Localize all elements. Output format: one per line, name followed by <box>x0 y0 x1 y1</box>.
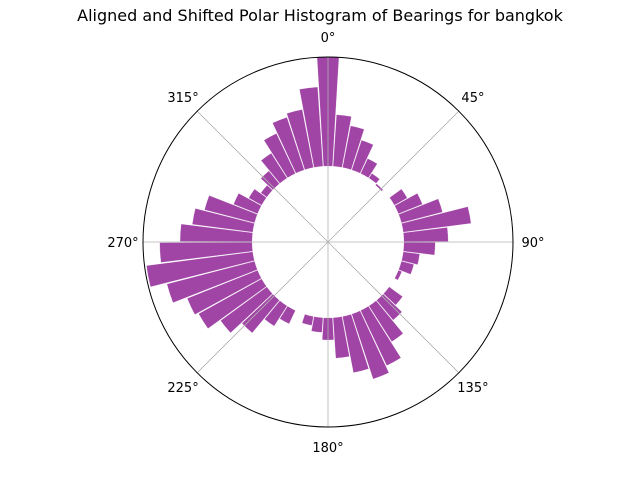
histogram-bar <box>398 198 443 224</box>
histogram-bar <box>272 117 305 174</box>
histogram-bar <box>351 310 390 380</box>
theta-tick-label: 315° <box>167 91 198 106</box>
histogram-bar <box>260 185 273 198</box>
grid-group <box>143 57 513 427</box>
histogram-bar <box>342 125 365 170</box>
histogram-bar <box>241 293 280 334</box>
histogram-bar <box>179 223 253 242</box>
histogram-bar <box>375 183 384 192</box>
histogram-bar <box>295 310 305 315</box>
grid-spoke-45 <box>327 110 460 243</box>
theta-tick-label: 135° <box>457 381 488 396</box>
theta-tick-label: 0° <box>321 31 336 46</box>
theta-tick-label: 90° <box>521 236 544 251</box>
grid-spoke-135 <box>327 241 460 374</box>
histogram-bar <box>389 278 395 287</box>
histogram-bar <box>403 242 436 256</box>
theta-tick-label: 180° <box>312 441 343 456</box>
histogram-bar <box>398 260 415 275</box>
histogram-bar <box>186 269 262 315</box>
histogram-bar <box>394 193 423 215</box>
histogram-bar <box>159 242 253 263</box>
polar-outer-boundary <box>142 56 514 428</box>
histogram-bar <box>401 206 472 233</box>
histogram-bar <box>260 170 280 191</box>
histogram-bar <box>204 195 258 224</box>
histogram-bar <box>260 152 288 184</box>
grid-spoke-225 <box>196 241 329 374</box>
histogram-bar <box>376 293 403 321</box>
histogram-bar <box>166 260 258 303</box>
histogram-bar <box>342 314 369 373</box>
histogram-bar <box>192 208 255 233</box>
histogram-bar <box>220 286 273 334</box>
grid-spoke-315 <box>196 110 329 243</box>
histogram-bar <box>383 286 403 306</box>
histogram-bar <box>279 305 296 325</box>
histogram-bar <box>360 158 378 179</box>
histogram-bar <box>146 251 255 288</box>
histogram-bar <box>360 305 402 366</box>
histogram-bar <box>332 114 352 168</box>
theta-tick-label: 45° <box>461 91 484 106</box>
histogram-bar <box>311 316 324 333</box>
histogram-bar <box>394 269 403 281</box>
histogram-bar <box>401 251 420 265</box>
histogram-bar <box>389 188 408 206</box>
theta-tick-label: 225° <box>167 381 198 396</box>
histogram-bar <box>368 300 404 342</box>
theta-tick-label: 270° <box>107 236 138 251</box>
histogram-bar <box>264 300 288 327</box>
histogram-bar <box>368 173 380 184</box>
histogram-bar <box>233 193 262 215</box>
histogram-bar <box>351 139 374 174</box>
histogram-bar <box>198 278 267 329</box>
chart-title: Aligned and Shifted Polar Histogram of B… <box>77 6 563 25</box>
histogram-bar <box>301 314 314 326</box>
theta-tick-labels: 0° 45° 90° 135° 180° 225° 270° 315° <box>107 31 544 456</box>
histogram-bar <box>383 190 390 198</box>
histogram-bar <box>332 316 350 359</box>
histogram-bar <box>403 227 449 242</box>
bars-group <box>146 56 472 380</box>
histogram-bar <box>299 86 324 168</box>
histogram-bar <box>286 109 314 170</box>
histogram-bar <box>263 133 296 179</box>
histogram-bar <box>248 188 267 206</box>
